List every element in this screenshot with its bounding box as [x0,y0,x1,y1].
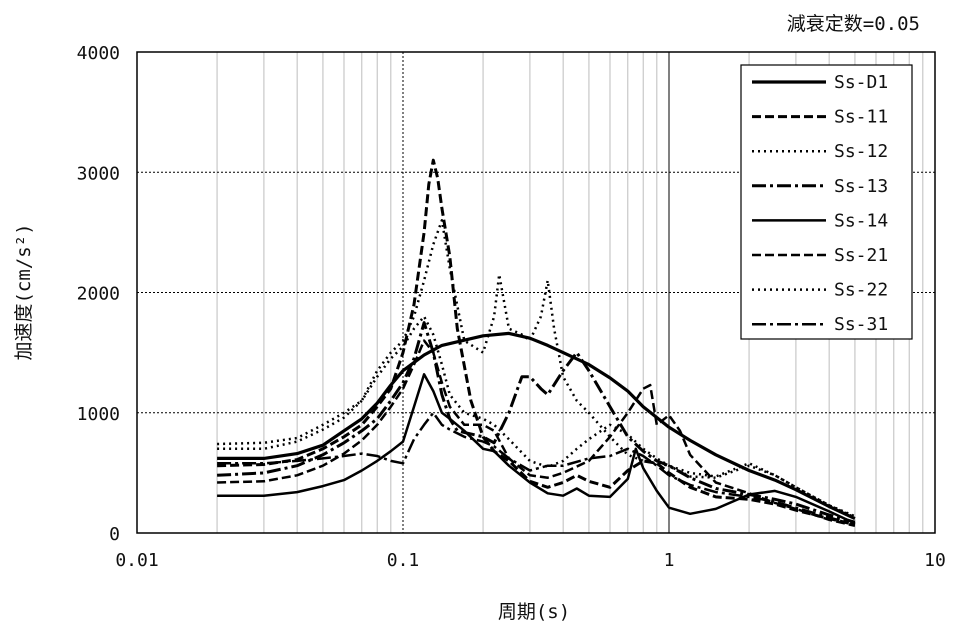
legend-label-ss-14: Ss-14 [834,210,888,231]
x-tick-label: 0.01 [115,550,158,571]
legend-label-ss-31: Ss-31 [834,314,888,335]
series-line-ss-22 [217,315,856,519]
legend-label-ss-13: Ss-13 [834,176,888,197]
y-tick-label: 3000 [77,163,120,184]
series-line-ss-14 [217,373,856,525]
x-tick-label: 0.1 [387,550,420,571]
damping-annotation: 減衰定数=0.05 [787,13,920,35]
legend-label-ss-d1: Ss-D1 [834,72,888,93]
legend-label-ss-11: Ss-11 [834,107,888,128]
series-line-ss-13 [217,321,856,524]
legend-label-ss-21: Ss-21 [834,245,888,266]
y-tick-label: 0 [109,524,120,545]
legend: Ss-D1 Ss-11 Ss-12 Ss-13 Ss-14 Ss-21 Ss-22 Ss-31 [740,64,913,340]
legend-label-ss-12: Ss-12 [834,141,888,162]
y-tick-label: 1000 [77,404,120,425]
legend-label-ss-22: Ss-22 [834,280,888,301]
x-axis-title: 周期(s) [498,601,570,623]
series-lines [217,158,856,528]
y-tick-label: 2000 [77,284,120,305]
y-tick-label: 4000 [77,43,120,64]
plot-area-frame [136,51,936,534]
y-axis-title: 加速度(cm/s²) [13,223,35,360]
tick-labels: 0.01 0.1 1 10 0 1000 2000 3000 4000 [77,43,946,571]
series-line-ss-31 [217,411,856,526]
legend-box [740,64,913,340]
x-tick-label: 1 [664,550,675,571]
series-line-ss-d1 [217,331,856,521]
x-tick-label: 10 [924,550,946,571]
series-line-ss-21 [217,339,856,528]
series-line-ss-12 [217,219,856,518]
